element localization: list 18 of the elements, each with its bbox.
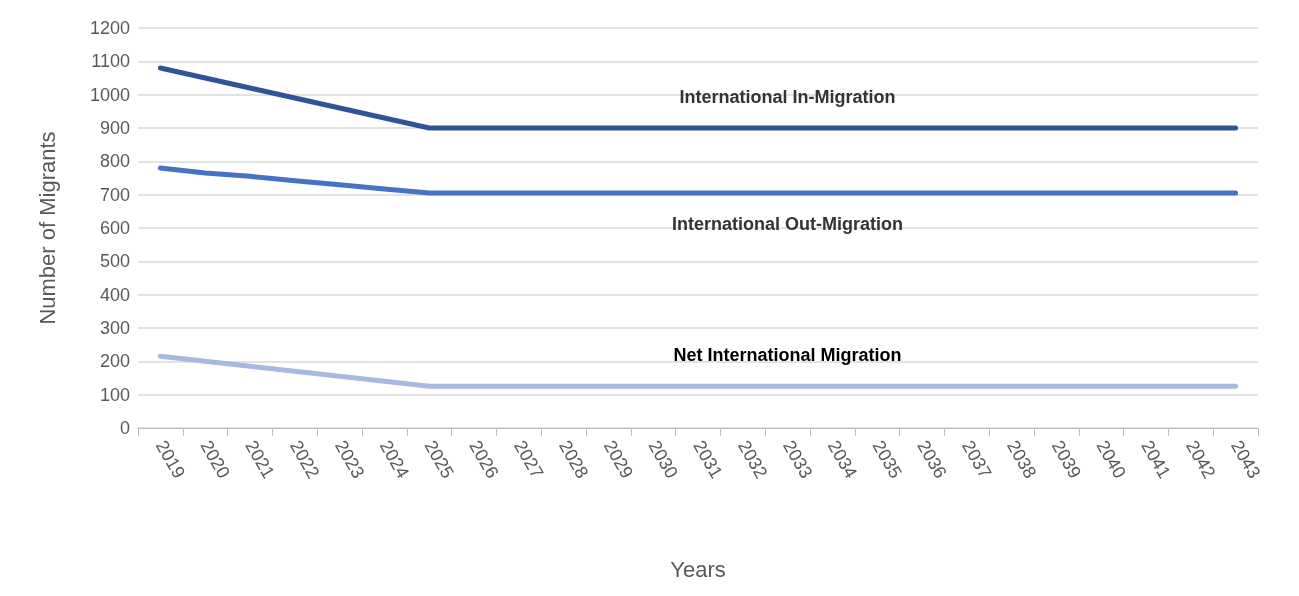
y-tick-label: 500 <box>99 251 130 272</box>
y-tick-label: 0 <box>119 418 130 438</box>
x-axis-title: Years <box>670 556 726 582</box>
y-tick-label: 600 <box>99 218 130 238</box>
y-tick-label: 200 <box>99 351 130 372</box>
y-tick-label: 100 <box>99 384 130 405</box>
series-label: Net International Migration <box>673 345 902 366</box>
series-label: International Out-Migration <box>672 214 904 234</box>
y-tick-label: 1100 <box>91 51 130 72</box>
series-label: International In-Migration <box>679 87 896 107</box>
y-tick-label: 800 <box>99 151 130 172</box>
y-tick-label: 700 <box>99 184 130 205</box>
y-tick-label: 1000 <box>89 84 130 105</box>
y-tick-label: 900 <box>99 118 130 138</box>
y-axis-title: Number of Migrants <box>34 131 60 325</box>
y-tick-label: 300 <box>99 318 130 338</box>
y-tick-label: 400 <box>99 284 130 305</box>
y-tick-label: 1200 <box>89 18 130 38</box>
